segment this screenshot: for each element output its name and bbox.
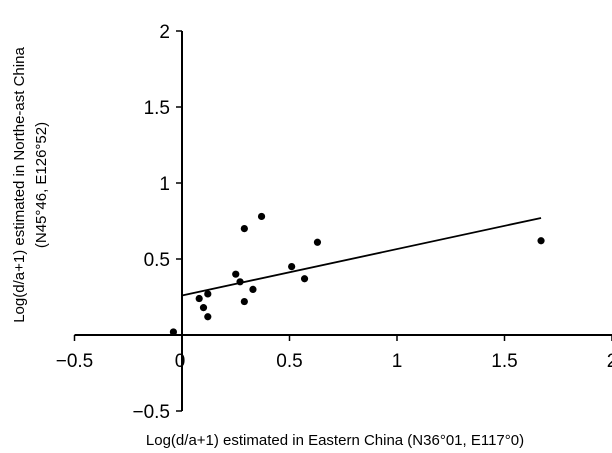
data-point-3 (204, 290, 212, 298)
data-point-0 (169, 328, 177, 336)
data-point-12 (300, 275, 309, 283)
data-point-1 (195, 294, 203, 303)
data-point-9 (249, 285, 257, 293)
data-point-4 (204, 313, 212, 321)
x-tick-label-2: 0.5 (276, 351, 302, 372)
x-axis-title: Log(d/a+1) estimated in Eastern China (N… (146, 432, 524, 449)
data-point-6 (236, 278, 244, 286)
x-tick-label-0: −0.5 (56, 351, 94, 372)
tick-labels: −0.5 0 0.5 1 1.5 2 −0.5 0.5 1 1.5 2 (56, 22, 612, 423)
axis-ticks (73, 30, 612, 412)
y-tick-label-0: −0.5 (132, 402, 170, 423)
data-point-8 (240, 297, 248, 306)
axes (74, 31, 612, 411)
x-tick-label-4: 1.5 (491, 351, 517, 372)
data-points (169, 212, 545, 336)
data-point-13 (313, 238, 322, 246)
y-tick-label-3: 1 (159, 174, 170, 195)
x-tick-label-5: 2 (607, 351, 612, 372)
trendline-group (181, 217, 542, 297)
trendline (181, 217, 542, 297)
y-axis-title-line1: Log(d/a+1) estimated in Northe-ast China (11, 47, 28, 323)
data-point-7 (240, 225, 248, 233)
y-tick-label-5: 2 (159, 22, 170, 43)
data-point-10 (257, 212, 266, 221)
data-point-5 (232, 270, 240, 278)
y-tick-label-4: 1.5 (144, 98, 170, 119)
y-tick-label-2: 0.5 (144, 250, 170, 271)
x-tick-label-1: 0 (175, 351, 186, 372)
y-axis-title-line2: (N45°46, E126°52) (33, 122, 50, 248)
data-point-2 (199, 304, 208, 312)
x-tick-label-3: 1 (392, 351, 403, 372)
data-point-14 (537, 237, 545, 245)
data-point-11 (288, 263, 296, 271)
